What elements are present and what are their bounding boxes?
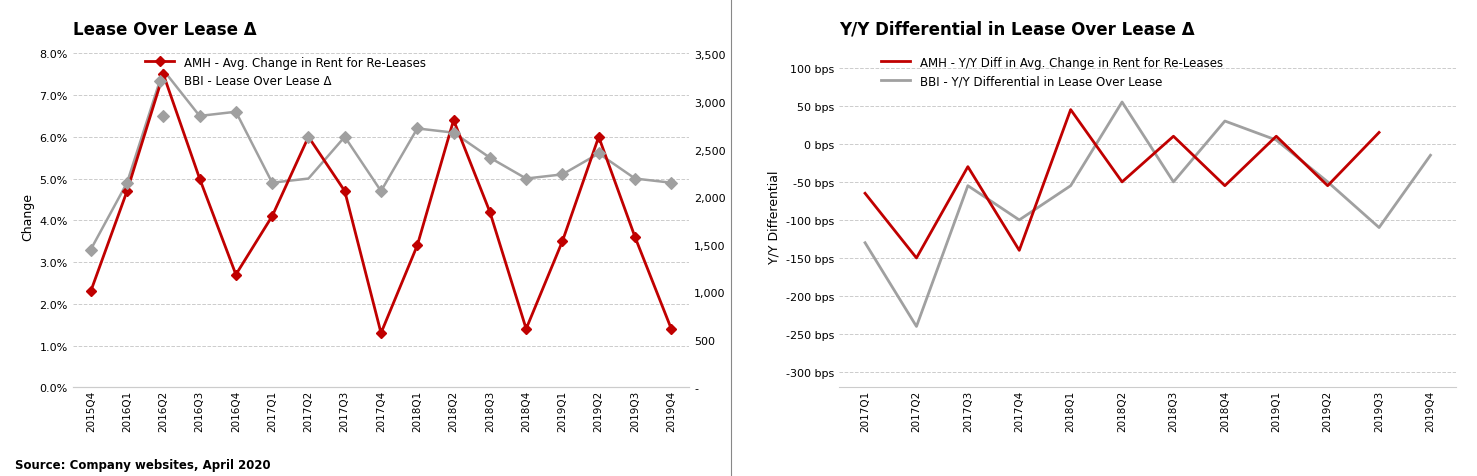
Line: BBI - Y/Y Differential in Lease Over Lease: BBI - Y/Y Differential in Lease Over Lea… — [866, 103, 1430, 327]
AMH - Y/Y Diff in Avg. Change in Rent for Re-Leases — [1319, 183, 1337, 189]
AMH - Avg. Change in Rent for Re-Leases — [155, 72, 173, 78]
BBI - Lease Over Lease Δ — [659, 179, 682, 187]
BBI - Y/Y Differential in Lease Over Lease — [1216, 119, 1233, 125]
BBI - Lease Over Lease Δ — [623, 175, 647, 183]
AMH - Avg. Change in Rent for Re-Leases — [662, 326, 679, 332]
BBI - Y/Y Differential in Lease Over Lease — [1114, 100, 1131, 106]
Legend: AMH - Avg. Change in Rent for Re-Leases, BBI - Lease Over Lease Δ: AMH - Avg. Change in Rent for Re-Leases,… — [140, 52, 431, 93]
Y-axis label: Y/Y Differential: Y/Y Differential — [768, 170, 780, 263]
BBI - Lease Over Lease Δ — [260, 179, 284, 187]
AMH - Avg. Change in Rent for Re-Leases — [300, 135, 318, 140]
Text: Lease Over Lease Δ: Lease Over Lease Δ — [72, 21, 256, 39]
AMH - Y/Y Diff in Avg. Change in Rent for Re-Leases — [1010, 248, 1028, 254]
AMH - Avg. Change in Rent for Re-Leases — [372, 330, 390, 336]
AMH - Avg. Change in Rent for Re-Leases — [445, 118, 462, 124]
AMH - Avg. Change in Rent for Re-Leases — [227, 272, 245, 278]
BBI - Lease Over Lease Δ — [586, 150, 610, 158]
AMH - Y/Y Diff in Avg. Change in Rent for Re-Leases — [1062, 108, 1080, 113]
AMH - Y/Y Diff in Avg. Change in Rent for Re-Leases — [1114, 179, 1131, 185]
BBI - Y/Y Differential in Lease Over Lease — [857, 240, 874, 246]
BBI - Lease Over Lease Δ — [188, 113, 211, 120]
AMH - Avg. Change in Rent for Re-Leases — [626, 235, 644, 240]
BBI - Lease Over Lease Δ — [406, 125, 430, 133]
BBI - Lease Over Lease Δ — [152, 113, 176, 120]
BBI - Y/Y Differential in Lease Over Lease — [907, 324, 925, 329]
BBI - Lease Over Lease Δ — [479, 155, 502, 162]
Legend: AMH - Y/Y Diff in Avg. Change in Rent for Re-Leases, BBI - Y/Y Differential in L: AMH - Y/Y Diff in Avg. Change in Rent fo… — [876, 52, 1227, 93]
AMH - Y/Y Diff in Avg. Change in Rent for Re-Leases — [907, 256, 925, 261]
AMH - Avg. Change in Rent for Re-Leases — [482, 209, 499, 215]
AMH - Avg. Change in Rent for Re-Leases — [554, 239, 572, 245]
BBI - Y/Y Differential in Lease Over Lease — [1319, 179, 1337, 185]
BBI - Y/Y Differential in Lease Over Lease — [1062, 183, 1080, 189]
BBI - Lease Over Lease Δ — [115, 179, 139, 187]
AMH - Y/Y Diff in Avg. Change in Rent for Re-Leases — [1371, 130, 1388, 136]
AMH - Avg. Change in Rent for Re-Leases — [191, 176, 208, 182]
BBI - Y/Y Differential in Lease Over Lease — [959, 183, 976, 189]
Line: AMH - Avg. Change in Rent for Re-Leases: AMH - Avg. Change in Rent for Re-Leases — [87, 71, 675, 337]
BBI - Y/Y Differential in Lease Over Lease — [1421, 153, 1439, 159]
BBI - Lease Over Lease Δ — [442, 129, 465, 137]
AMH - Avg. Change in Rent for Re-Leases — [409, 243, 427, 248]
Y-axis label: Change: Change — [21, 193, 34, 240]
BBI - Y/Y Differential in Lease Over Lease — [1010, 218, 1028, 223]
BBI - Lease Over Lease Δ — [332, 134, 356, 141]
BBI - Lease Over Lease Δ — [225, 109, 248, 116]
AMH - Avg. Change in Rent for Re-Leases — [118, 189, 136, 195]
Text: Y/Y Differential in Lease Over Lease Δ: Y/Y Differential in Lease Over Lease Δ — [839, 21, 1195, 39]
AMH - Y/Y Diff in Avg. Change in Rent for Re-Leases — [1164, 134, 1182, 140]
BBI - Lease Over Lease Δ — [78, 246, 102, 254]
AMH - Avg. Change in Rent for Re-Leases — [335, 189, 353, 195]
BBI - Lease Over Lease Δ — [297, 134, 321, 141]
AMH - Y/Y Diff in Avg. Change in Rent for Re-Leases — [959, 165, 976, 170]
AMH - Avg. Change in Rent for Re-Leases — [263, 214, 281, 219]
BBI - Y/Y Differential in Lease Over Lease — [1267, 138, 1285, 144]
BBI - Lease Over Lease Δ — [514, 175, 538, 183]
Line: AMH - Y/Y Diff in Avg. Change in Rent for Re-Leases: AMH - Y/Y Diff in Avg. Change in Rent fo… — [866, 110, 1380, 258]
AMH - Y/Y Diff in Avg. Change in Rent for Re-Leases — [1216, 183, 1233, 189]
Text: Source: Company websites, April 2020: Source: Company websites, April 2020 — [15, 458, 270, 471]
BBI - Lease Over Lease Δ — [369, 188, 393, 196]
AMH - Avg. Change in Rent for Re-Leases — [589, 135, 607, 140]
AMH - Avg. Change in Rent for Re-Leases — [517, 326, 535, 332]
AMH - Y/Y Diff in Avg. Change in Rent for Re-Leases — [857, 191, 874, 197]
BBI - Y/Y Differential in Lease Over Lease — [1164, 179, 1182, 185]
AMH - Avg. Change in Rent for Re-Leases — [81, 289, 99, 295]
BBI - Y/Y Differential in Lease Over Lease — [1371, 225, 1388, 231]
BBI - Lease Over Lease Δ — [551, 171, 575, 179]
AMH - Y/Y Diff in Avg. Change in Rent for Re-Leases — [1267, 134, 1285, 140]
